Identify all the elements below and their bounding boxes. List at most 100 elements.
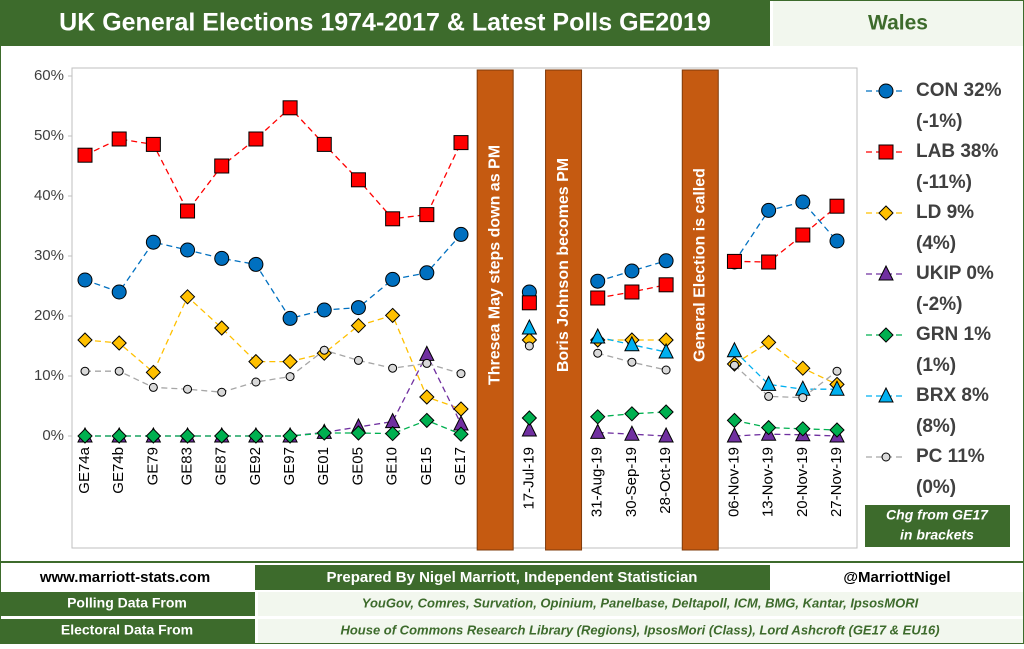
legend-change: (4%) [916,233,956,254]
point [214,250,230,266]
point [319,345,329,355]
point [624,425,640,441]
point [114,366,124,376]
annotation-bar [476,69,514,551]
point [217,387,227,397]
legend-change: (8%) [916,416,956,437]
y-tick-label: 60% [34,67,64,84]
point [798,393,808,403]
point [111,335,127,351]
point [350,300,366,316]
y-tick-label: 50% [34,127,64,144]
point [456,369,466,379]
point [590,273,606,289]
legend-marker [878,327,894,343]
point [350,425,367,441]
x-tick-label: GE15 [418,447,435,485]
x-tick-label: GE05 [349,447,366,485]
x-tick-label: 17-Jul-19 [520,447,537,510]
region: Wales [868,12,928,35]
point [726,412,743,429]
legend-label: CON 32% [916,80,1002,101]
x-tick-label: GE01 [315,447,332,485]
annotation: General Election is called [691,168,708,362]
source-label-box [0,619,255,644]
legend-label: UKIP 0% [916,263,994,284]
note: in brackets [900,527,974,543]
point [761,202,777,218]
note: Chg from GE17 [886,507,989,523]
legend-label: LD 9% [916,202,974,223]
point [384,425,401,442]
point [148,382,158,392]
point [726,341,743,358]
credit: Prepared By Nigel Marriott, Independent … [327,569,698,586]
legend-label: LAB 38% [916,141,998,162]
region-box [773,0,1024,46]
annotation-bar [545,69,583,551]
point [624,406,640,422]
point [661,365,671,375]
point [760,375,777,391]
point [179,289,196,305]
point [384,307,401,324]
point [795,421,811,437]
point [658,426,674,443]
point [248,428,264,444]
point [829,422,845,438]
point [180,203,196,219]
legend-change: (-2%) [916,294,962,315]
point [419,412,435,429]
x-tick-label: GE92 [247,447,264,485]
point [521,410,538,426]
point [453,226,469,242]
point [764,391,774,401]
x-tick-label: GE97 [281,447,298,485]
point [832,366,842,376]
point [77,332,93,348]
legend-label: GRN 1% [916,324,991,345]
x-tick-label: 31-Aug-19 [589,447,606,517]
point [658,404,674,420]
point [658,253,674,269]
legend-marker [878,205,894,221]
point [589,423,606,439]
point [111,284,127,300]
point [350,317,367,334]
point [726,426,743,443]
point [77,428,93,444]
point [760,419,777,436]
note-box [865,505,1010,547]
x-tick-label: GE87 [213,447,230,485]
point [521,420,538,437]
point [111,428,127,444]
title-bar [0,0,770,46]
point [729,360,739,370]
y-tick-label: 0% [42,427,64,444]
source: House of Commons Research Library (Regio… [340,622,939,637]
chart-title: UK General Elections 1974-2017 & Latest … [59,9,711,37]
x-tick-label: GE83 [179,447,196,485]
legend-change: (-1%) [916,111,962,132]
point [624,335,640,352]
point [385,211,401,227]
annotation: Thresea May steps down as PM [486,145,503,385]
point [77,147,93,163]
y-tick-label: 10% [34,367,64,384]
x-tick-label: 30-Sep-19 [623,447,640,517]
point [214,428,230,444]
point [248,256,264,272]
point [658,277,674,293]
point [316,302,332,318]
legend-label: BRX 8% [916,385,989,406]
legend-change: (-11%) [916,172,972,193]
point [282,310,298,326]
y-tick-label: 20% [34,307,64,324]
annotation: Boris Johnson becomes PM [555,158,572,372]
source-box [258,592,1024,616]
point [829,233,845,249]
credit-box [255,565,770,590]
point [145,428,162,444]
legend-marker [878,386,894,403]
plot-frame [71,67,858,549]
